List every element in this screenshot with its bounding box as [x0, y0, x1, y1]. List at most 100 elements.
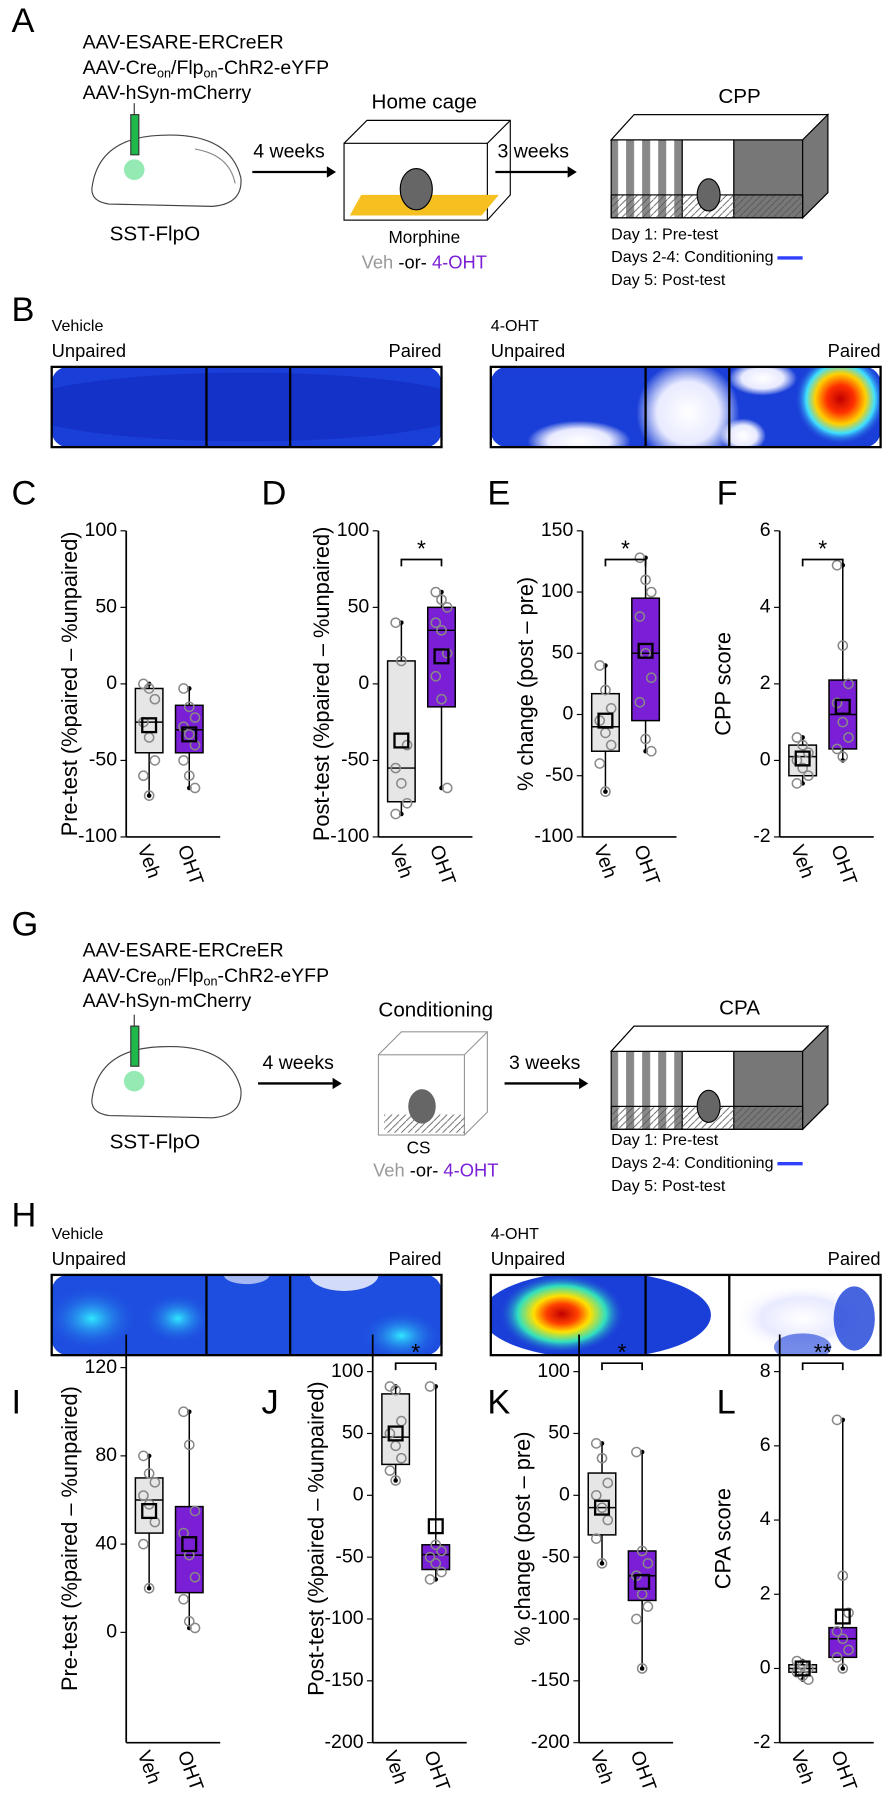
x-tick-label: Veh — [786, 1748, 818, 1787]
data-point — [441, 782, 453, 794]
data-point — [831, 1626, 843, 1637]
data-point — [183, 701, 195, 713]
whisker-cap — [146, 1585, 152, 1591]
heatmap-label: Unpaired — [52, 340, 126, 361]
y-tick-label: -150 — [531, 1669, 570, 1691]
whisker-cap — [599, 1561, 605, 1566]
data-point — [436, 693, 447, 705]
y-tick-label: -100 — [531, 1607, 570, 1629]
y-axis-label: Post-test (%paired – %unpaired) — [303, 1381, 328, 1696]
panel-label: J — [262, 1384, 279, 1422]
data-point — [189, 782, 201, 794]
diagram-g: AAV-ESARE-ERCreER AAV-Creon/Flpon-ChR2-eY… — [83, 940, 830, 1195]
heatmap-label: Paired — [389, 340, 442, 361]
data-point — [143, 1468, 155, 1479]
data-point — [636, 1545, 648, 1557]
data-point — [396, 1452, 407, 1464]
virus-label: AAV-Creon/Flpon-ChR2-eYFP — [83, 57, 329, 81]
virus-label: AAV-hSyn-mCherry — [83, 990, 252, 1012]
significance-bracket — [604, 558, 647, 567]
x-tick-label: Veh — [589, 842, 621, 881]
schedule-line: Day 5: Post-test — [611, 1177, 726, 1195]
text-part: AAV-ESARE-ERCreER — [83, 940, 284, 962]
data-point — [590, 1438, 602, 1449]
data-point — [831, 559, 843, 571]
arrow-label: 3 weeks — [497, 141, 569, 163]
data-point — [837, 751, 849, 762]
stage-label: Home cage — [372, 91, 477, 114]
text-part: AAV-Cre — [83, 57, 157, 79]
data-point — [600, 786, 611, 797]
data-point — [831, 1414, 843, 1426]
whisker-cap — [840, 1666, 846, 1671]
data-point — [390, 617, 401, 628]
panel-label: L — [717, 1384, 736, 1422]
x-tick-label: Veh — [586, 1748, 618, 1787]
conditioning-box — [377, 1031, 488, 1136]
mean — [427, 1518, 444, 1535]
panel-label: C — [12, 474, 37, 512]
heatmap-group: Vehicle — [52, 1225, 104, 1243]
panel-label: I — [12, 1384, 22, 1422]
y-tick-label: -50 — [335, 1545, 363, 1567]
y-tick-label: 0 — [563, 703, 574, 725]
data-point — [636, 1663, 648, 1674]
mean — [634, 1573, 651, 1590]
y-tick-label: 4 — [760, 1508, 771, 1530]
data-point — [596, 1558, 608, 1569]
data-point — [138, 1450, 149, 1462]
data-point — [831, 1652, 843, 1663]
data-point — [596, 1452, 608, 1464]
data-point — [390, 762, 401, 774]
data-point — [436, 624, 447, 636]
text-part: on — [157, 975, 171, 989]
data-point — [594, 758, 606, 769]
stage-label: CPA — [719, 996, 760, 1019]
cpp-box — [609, 113, 830, 220]
significance-bracket — [801, 558, 844, 567]
data-point — [645, 745, 657, 757]
data-point — [401, 797, 413, 809]
data-point — [642, 1601, 654, 1612]
data-point — [143, 683, 155, 694]
panel-label: B — [12, 291, 35, 329]
data-point — [384, 1381, 396, 1392]
text-part: AAV-ESARE-ERCreER — [83, 32, 284, 54]
treatment-label: Veh -or- 4-OHT — [373, 1160, 498, 1181]
diagram-a: AAV-ESARE-ERCreER AAV-Creon/Flpon-ChR2-eY… — [83, 32, 830, 289]
y-axis-label: Post-test (%paired – %unpaired) — [309, 527, 334, 842]
x-tick-label: OHT — [173, 1748, 208, 1794]
heatmaps: Vehicle Unpaired Paired 4-OHT Unpaired P… — [50, 317, 882, 1357]
text-part: AAV-Cre — [83, 965, 157, 987]
arrow-head — [579, 1077, 589, 1090]
mean — [181, 726, 198, 743]
heatmap — [490, 366, 881, 448]
data-point — [837, 640, 849, 651]
virus-label: AAV-Creon/Flpon-ChR2-eYFP — [83, 965, 329, 989]
data-point — [436, 1545, 447, 1557]
data-point — [143, 790, 155, 801]
mean — [593, 1499, 611, 1516]
data-point — [645, 586, 657, 598]
stimulus-label: CS — [407, 1137, 431, 1157]
data-point — [396, 778, 407, 789]
y-tick-label: -50 — [341, 749, 369, 771]
data-point — [605, 739, 617, 751]
y-tick-label: 0 — [106, 672, 117, 694]
data-point — [390, 808, 401, 820]
text-part: 4-OHT — [443, 1160, 498, 1181]
heatmap-label: Paired — [389, 1248, 442, 1269]
virus-label: AAV-hSyn-mCherry — [83, 82, 252, 104]
text-part: on — [157, 67, 171, 81]
data-point — [441, 602, 453, 613]
heatmap-label: Unpaired — [491, 340, 565, 361]
brain-sketch — [91, 1014, 242, 1119]
significance-bracket — [801, 1362, 844, 1371]
mean — [834, 698, 851, 715]
heatmap-group: Vehicle — [52, 317, 104, 335]
y-tick-label: 8 — [760, 1360, 771, 1382]
y-tick-label: 0 — [559, 1483, 570, 1505]
significance-bracket — [400, 558, 443, 567]
